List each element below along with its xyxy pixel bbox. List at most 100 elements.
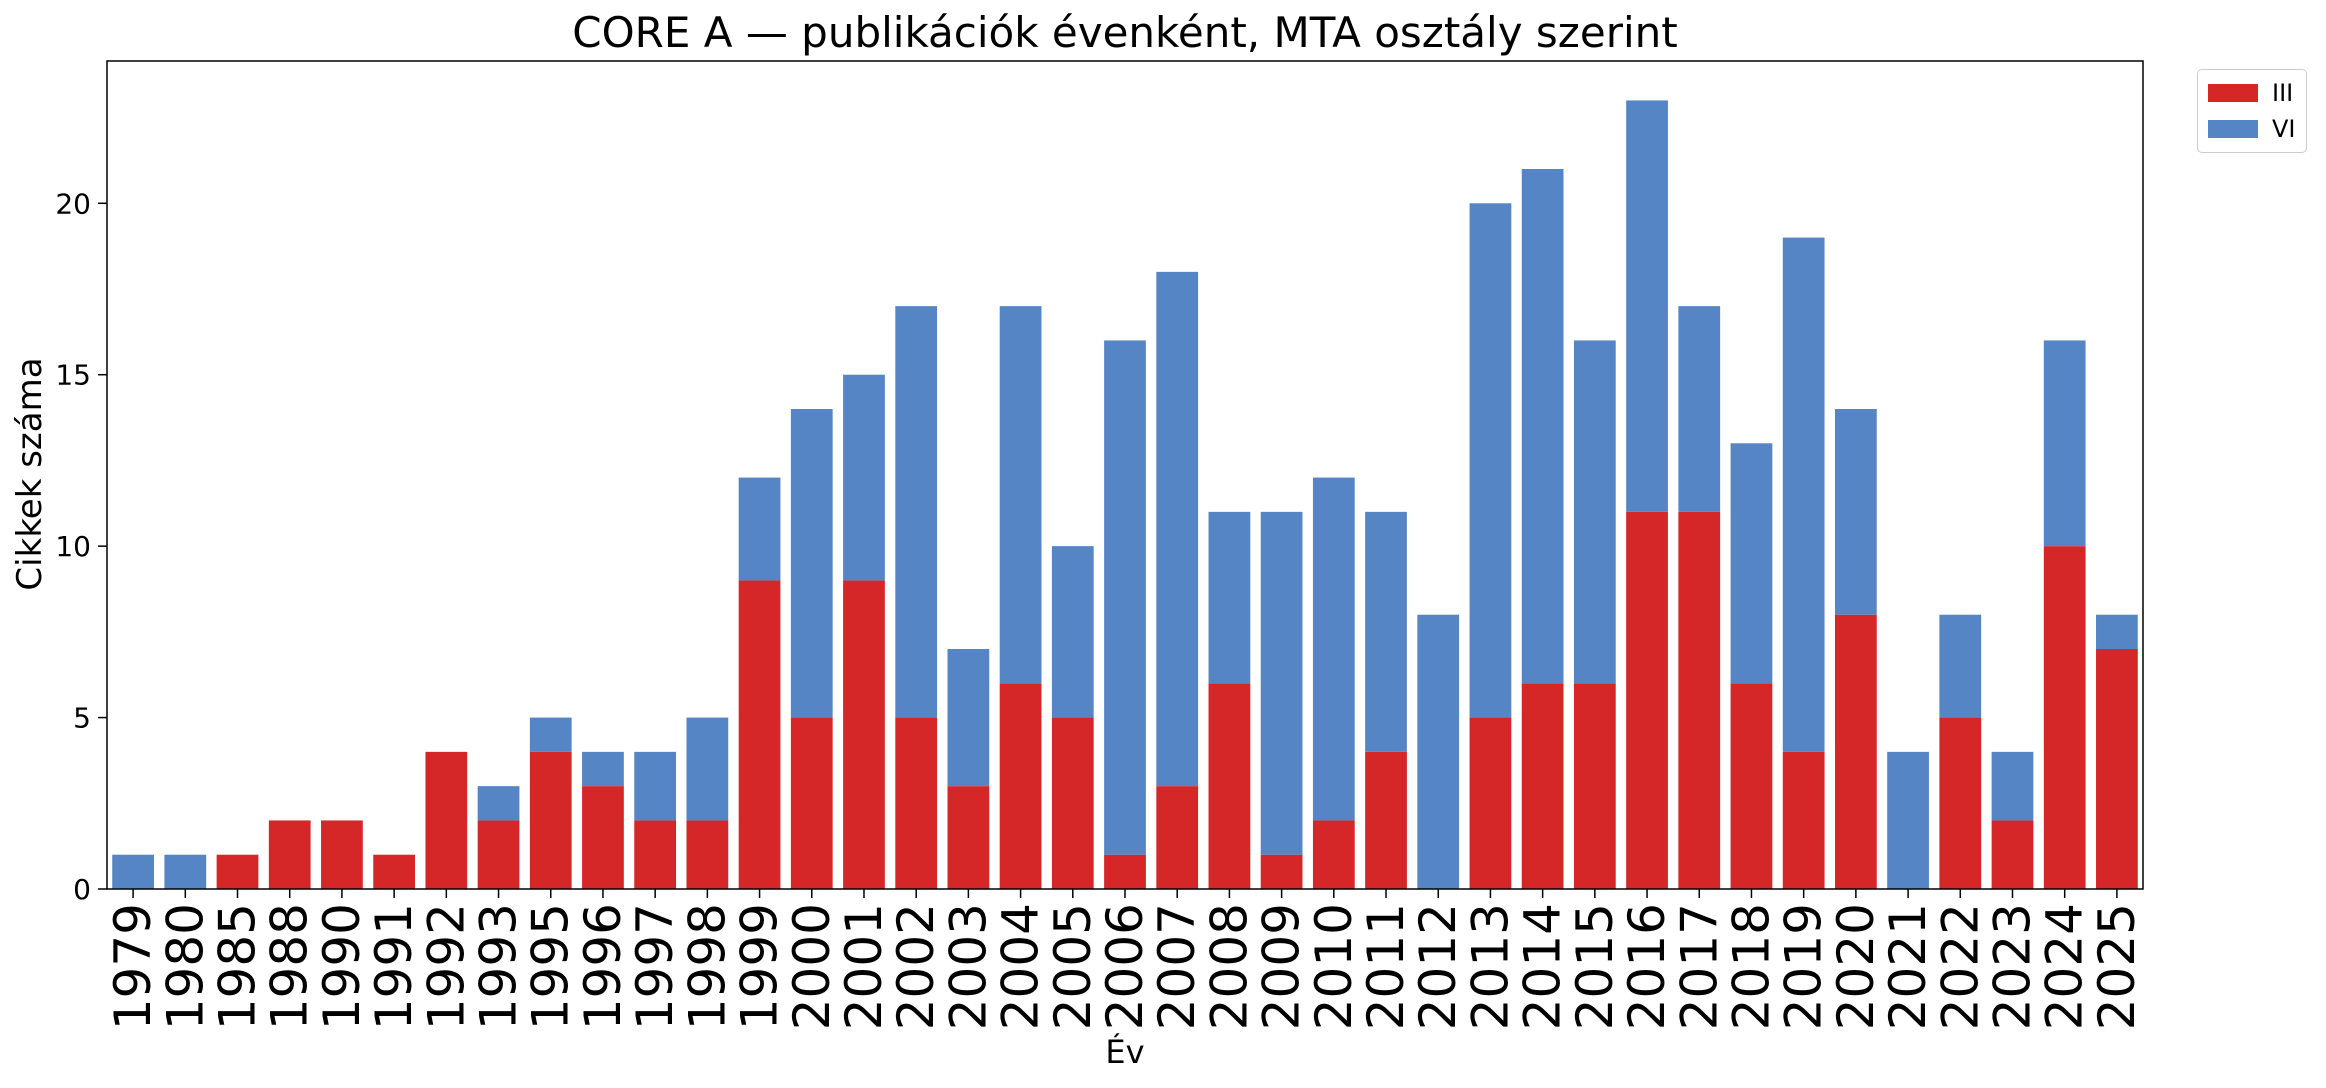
- y-tick-label: 5: [73, 702, 91, 735]
- bar-iii-1992: [425, 751, 468, 889]
- x-tick-label: 2003: [939, 903, 997, 1030]
- x-tick-label: 2008: [1200, 903, 1258, 1030]
- bar-vi-2000: [790, 409, 833, 718]
- bar-iii-2000: [790, 717, 833, 889]
- bar-vi-2014: [1521, 169, 1564, 684]
- bar-vi-1996: [582, 751, 624, 787]
- bar-iii-1999: [738, 580, 781, 889]
- x-tick-label: 2011: [1357, 903, 1415, 1030]
- bar-vi-2021: [1887, 751, 1929, 889]
- bar-iii-2004: [999, 683, 1042, 889]
- axes-layer: 0 5 10 15 20 19791980198519881990199119921993…: [55, 60, 2146, 1030]
- bar-iii-2016: [1626, 511, 1668, 889]
- bar-vi-2007: [1156, 271, 1199, 787]
- bar-vi-2001: [843, 374, 885, 581]
- bar-iii-2007: [1156, 786, 1199, 889]
- legend-swatch-vi: [2208, 120, 2258, 138]
- x-tick-label: 2000: [783, 903, 841, 1030]
- x-tick-label: 2007: [1148, 903, 1206, 1030]
- bar-vi-2005: [1051, 546, 1094, 718]
- x-tick-label: 1998: [678, 903, 736, 1030]
- bar-vi-1997: [634, 751, 677, 821]
- chart-title: CORE A — publikációk évenként, MTA osztá…: [572, 8, 1678, 57]
- y-tick-label: 20: [55, 187, 91, 220]
- bar-vi-2006: [1104, 340, 1146, 855]
- x-tick-label: 2013: [1461, 903, 1519, 1030]
- x-axis-label: Év: [1105, 1033, 1145, 1071]
- x-tick-label: 2010: [1305, 903, 1363, 1030]
- x-tick-label: 2017: [1670, 903, 1728, 1030]
- bar-vi-2003: [947, 649, 990, 787]
- x-tick-label: 2022: [1931, 903, 1989, 1030]
- x-tick-label: 2021: [1879, 903, 1937, 1030]
- bar-iii-2011: [1365, 751, 1407, 889]
- bar-vi-1998: [686, 717, 729, 821]
- bar-vi-2016: [1626, 100, 1668, 512]
- bar-vi-2013: [1469, 203, 1512, 718]
- bar-iii-2006: [1104, 854, 1146, 889]
- x-tick-label: 2025: [2088, 903, 2146, 1030]
- x-tick-label: 1988: [261, 903, 319, 1030]
- legend-item-vi: VI: [2208, 115, 2296, 143]
- x-tick-label: 2018: [1722, 903, 1780, 1030]
- x-tick-label: 2015: [1566, 903, 1624, 1030]
- bar-iii-2015: [1573, 683, 1616, 889]
- bar-iii-2003: [947, 786, 990, 889]
- bar-vi-2004: [999, 306, 1042, 684]
- x-tick-label: 2001: [835, 903, 893, 1030]
- legend-label-iii: III: [2272, 79, 2294, 107]
- bar-vi-2009: [1260, 511, 1303, 855]
- legend-item-iii: III: [2208, 79, 2294, 107]
- bar-iii-2023: [1991, 820, 2034, 889]
- bar-iii-2019: [1782, 751, 1825, 889]
- bar-vi-2002: [895, 306, 938, 718]
- x-tick-label: 1980: [156, 903, 214, 1030]
- y-tick-label: 10: [55, 530, 91, 563]
- x-tick-label: 2004: [992, 903, 1050, 1030]
- bar-vi-2017: [1678, 306, 1721, 512]
- x-tick-label: 2012: [1409, 903, 1467, 1030]
- bar-vi-1980: [164, 854, 207, 889]
- bar-iii-1985: [216, 854, 259, 889]
- bar-iii-2024: [2043, 546, 2086, 889]
- x-tick-label: 1993: [470, 903, 528, 1030]
- bar-vi-2011: [1365, 511, 1407, 752]
- bar-iii-2013: [1469, 717, 1512, 889]
- bar-iii-2009: [1260, 854, 1303, 889]
- bar-vi-2019: [1782, 237, 1825, 752]
- x-tick-label: 1995: [522, 903, 580, 1030]
- y-tick-label: 0: [73, 873, 91, 906]
- bar-vi-2025: [2096, 614, 2138, 649]
- bar-vi-2010: [1312, 477, 1355, 821]
- bar-iii-2014: [1521, 683, 1564, 889]
- bar-iii-1988: [268, 820, 311, 889]
- bar-iii-2010: [1312, 820, 1355, 889]
- bar-vi-2012: [1417, 614, 1460, 889]
- x-tick-label: 2005: [1044, 903, 1102, 1030]
- x-tick-label: 2009: [1253, 903, 1311, 1030]
- x-tick-label: 1979: [104, 903, 162, 1030]
- bar-vi-2022: [1939, 614, 1982, 718]
- bar-iii-1991: [373, 854, 416, 889]
- x-tick-label: 2019: [1775, 903, 1833, 1030]
- bars-layer: [112, 100, 2138, 889]
- y-tick-label: 15: [55, 359, 91, 392]
- x-tick-label: 2016: [1618, 903, 1676, 1030]
- bar-vi-1979: [112, 854, 154, 889]
- x-tick-label: 1985: [209, 903, 267, 1030]
- x-tick-label: 1997: [626, 903, 684, 1030]
- bar-iii-2020: [1834, 614, 1877, 889]
- bar-vi-2020: [1834, 409, 1877, 615]
- bar-iii-2025: [2096, 649, 2138, 889]
- bar-vi-2023: [1991, 751, 2034, 821]
- x-tick-label: 2020: [1827, 903, 1885, 1030]
- legend-swatch-iii: [2208, 84, 2258, 102]
- bar-iii-1997: [634, 820, 677, 889]
- x-tick-label: 2006: [1096, 903, 1154, 1030]
- bar-iii-2002: [895, 717, 938, 889]
- bar-iii-2022: [1939, 717, 1982, 889]
- x-tick-label: 2014: [1514, 903, 1572, 1030]
- x-tick-label: 2024: [2036, 903, 2094, 1030]
